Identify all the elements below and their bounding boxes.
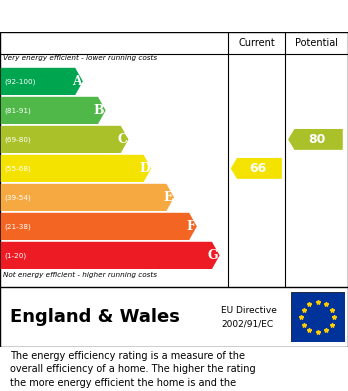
Text: 80: 80: [309, 133, 326, 146]
Polygon shape: [231, 158, 282, 179]
Polygon shape: [1, 126, 128, 153]
Polygon shape: [1, 184, 174, 211]
Text: C: C: [117, 133, 127, 146]
Text: (1-20): (1-20): [4, 252, 26, 259]
Text: Current: Current: [238, 38, 275, 48]
Text: E: E: [163, 191, 173, 204]
Polygon shape: [1, 68, 83, 95]
Text: (81-91): (81-91): [4, 107, 31, 114]
Text: (69-80): (69-80): [4, 136, 31, 143]
Polygon shape: [1, 155, 151, 182]
Text: F: F: [187, 220, 196, 233]
Text: Not energy efficient - higher running costs: Not energy efficient - higher running co…: [3, 272, 158, 278]
Text: (21-38): (21-38): [4, 223, 31, 230]
Text: 66: 66: [250, 162, 267, 175]
Text: G: G: [208, 249, 218, 262]
Polygon shape: [1, 242, 220, 269]
Text: A: A: [72, 75, 81, 88]
Text: B: B: [94, 104, 104, 117]
Text: Potential: Potential: [295, 38, 338, 48]
Text: Very energy efficient - lower running costs: Very energy efficient - lower running co…: [3, 55, 158, 61]
Text: (55-68): (55-68): [4, 165, 31, 172]
Text: (92-100): (92-100): [4, 78, 35, 85]
Text: The energy efficiency rating is a measure of the
overall efficiency of a home. T: The energy efficiency rating is a measur…: [10, 351, 256, 391]
Text: (39-54): (39-54): [4, 194, 31, 201]
Text: EU Directive
2002/91/EC: EU Directive 2002/91/EC: [221, 306, 277, 328]
Polygon shape: [1, 97, 106, 124]
Text: D: D: [139, 162, 150, 175]
Text: England & Wales: England & Wales: [10, 308, 180, 326]
Polygon shape: [1, 213, 197, 240]
Polygon shape: [288, 129, 343, 150]
Text: Energy Efficiency Rating: Energy Efficiency Rating: [69, 9, 279, 23]
